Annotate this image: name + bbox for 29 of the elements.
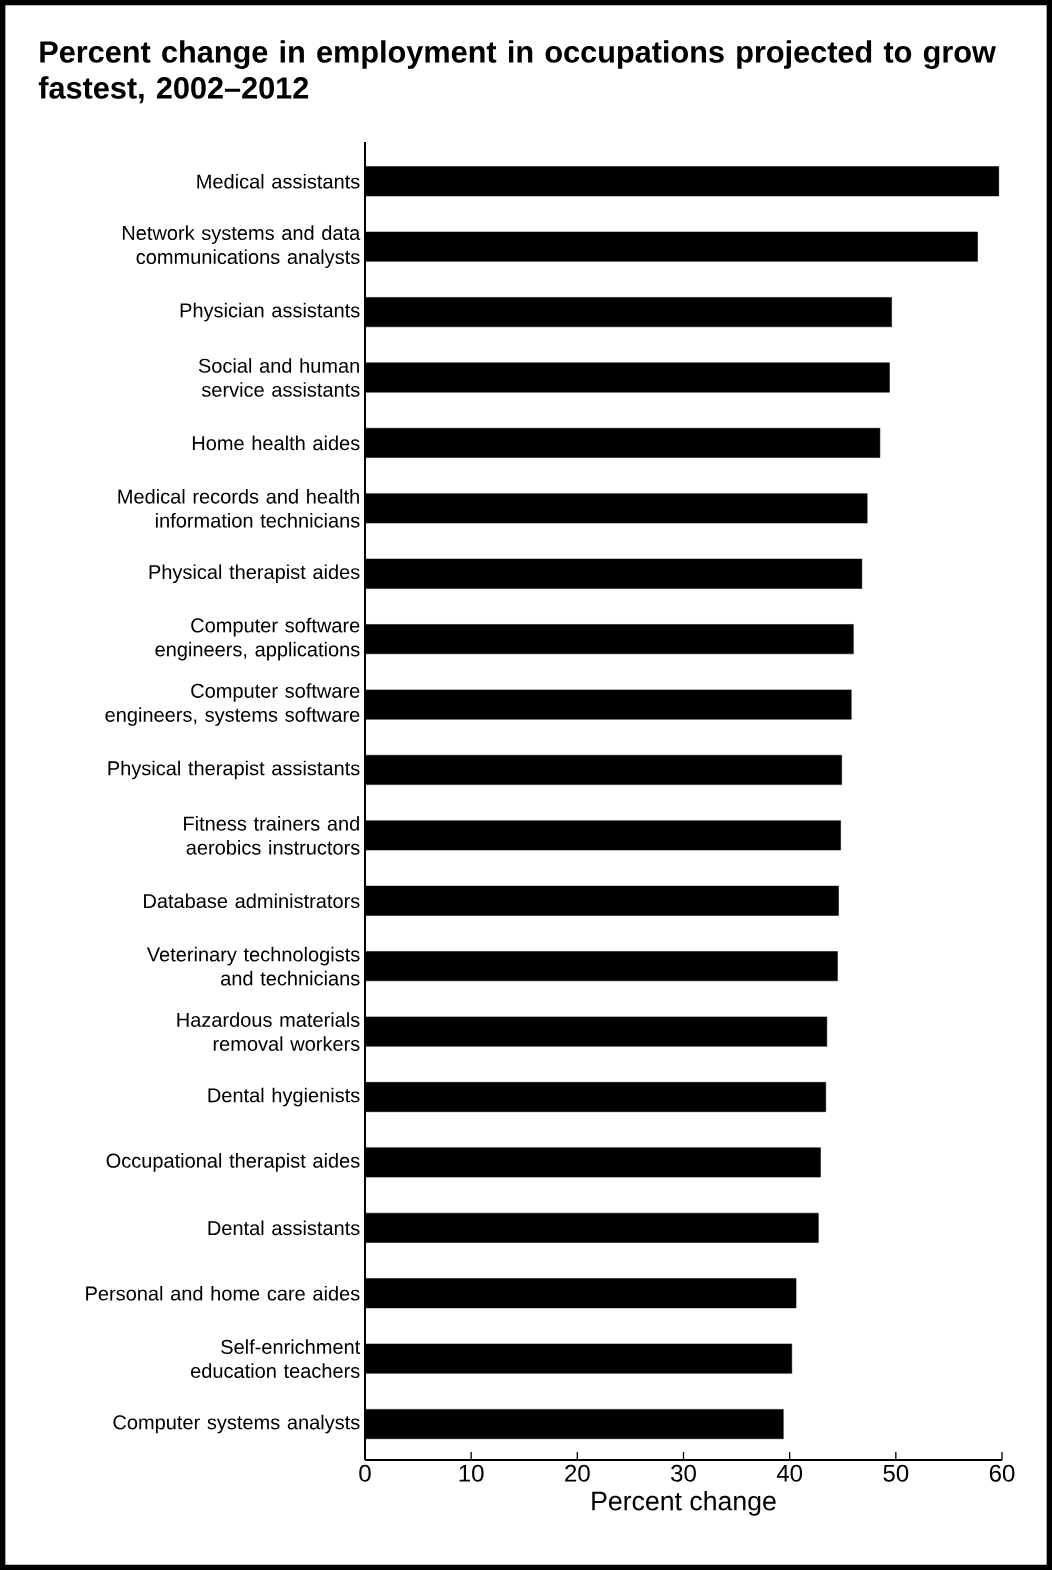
- y-tick-label: Occupational therapist aides: [106, 1153, 360, 1172]
- y-tick-label: Dental hygienists: [208, 1087, 360, 1107]
- y-tick-label: Network systems and data communications analysts: [122, 225, 361, 268]
- x-tick-label: 50: [883, 1464, 909, 1482]
- y-tick-label: Physical therapist aides: [149, 564, 360, 584]
- x-tick-label: 0: [359, 1464, 371, 1482]
- y-tick-label: Home health aides: [192, 435, 360, 451]
- y-tick-label: Computer systems analysts: [113, 1414, 360, 1434]
- y-tick-label: Fitness trainers and aerobics instructors: [184, 816, 360, 855]
- y-tick-label: Medical records and health information technicians: [118, 488, 360, 528]
- y-tick-label: Database administrators: [144, 893, 360, 909]
- y-tick-label: Medical assistants: [197, 173, 360, 189]
- y-tick-label: Social and human service assistants: [198, 358, 360, 397]
- x-tick-label: 40: [776, 1464, 803, 1482]
- y-tick-label: Physical therapist assistants: [108, 760, 360, 780]
- chart-title: Percent change in employment in occupations projected to grow fastest, 2002–2012: [38, 40, 996, 104]
- y-tick-label: Hazardous materials removal workers: [177, 1012, 360, 1051]
- y-tick-label: Computer software engineers, applications: [155, 617, 360, 661]
- x-axis-title: Percent change: [592, 1490, 776, 1516]
- x-tick-label: 30: [671, 1464, 696, 1482]
- x-tick-label: 60: [989, 1464, 1015, 1482]
- y-tick-label: Self-enrichment education teachers: [191, 1339, 361, 1378]
- x-tick-label: 10: [459, 1464, 484, 1482]
- y-tick-label: Physician assistants: [180, 302, 360, 322]
- y-tick-label: Computer software engineers, systems software: [105, 683, 360, 726]
- y-tick-label: Personal and home care aides: [86, 1285, 360, 1301]
- y-tick-label: Dental assistants: [208, 1220, 360, 1236]
- x-tick-label: 20: [565, 1464, 590, 1482]
- y-tick-label: Veterinary technologists and technicians: [146, 946, 360, 986]
